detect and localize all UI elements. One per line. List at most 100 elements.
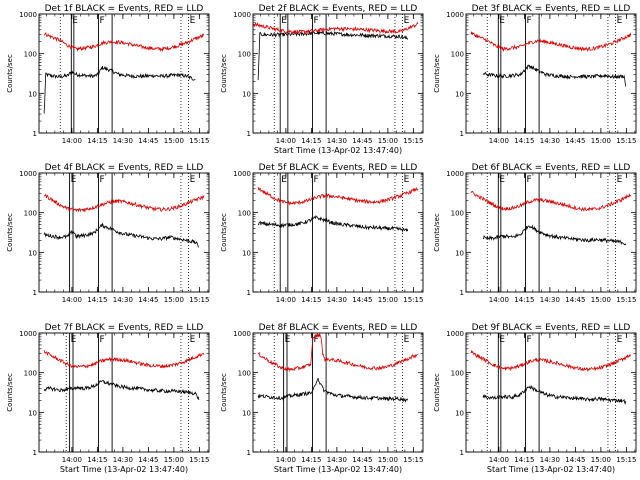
x-tick-label: 15:00: [591, 456, 611, 464]
events-series-line: [482, 64, 627, 87]
y-tick-label: 100: [451, 210, 464, 218]
interval-marker-label: F: [100, 175, 105, 185]
x-tick-label: 14:15: [87, 296, 107, 304]
interval-marker-label: F: [314, 175, 319, 185]
y-axis-label: Counts/sec: [220, 213, 228, 252]
x-tick-label: 15:00: [164, 296, 184, 304]
y-tick-label: 100: [24, 370, 37, 378]
interval-marker-label: E: [190, 335, 196, 345]
x-axis-label: Start Time (13-Apr-02 13:47:40): [274, 465, 402, 474]
events-series-line: [43, 65, 196, 114]
y-tick-label: 1000: [19, 330, 37, 338]
interval-marker-label: E: [190, 16, 196, 26]
y-tick-label: 10: [455, 409, 464, 417]
x-tick-label: 14:30: [113, 456, 133, 464]
x-tick-label: 15:15: [189, 137, 209, 145]
x-axis-label: Start Time (13-Apr-02 13:47:40): [274, 146, 402, 155]
chart-panel-1: Det 1f BLACK = Events, RED = LLD Counts/s…: [6, 4, 209, 145]
x-tick-label: 14:15: [301, 296, 321, 304]
plot-frame: [465, 172, 637, 293]
lld-series-line: [257, 186, 419, 206]
interval-marker-label: F: [314, 16, 319, 26]
chart-panel-8: Det 8f BLACK = Events, RED = LLD Counts/s…: [220, 323, 423, 474]
plot-frame: [38, 332, 210, 453]
interval-marker-label: F: [527, 335, 532, 345]
y-tick-label: 1000: [446, 11, 464, 19]
plot-frame: [465, 13, 637, 134]
x-tick-label: 15:00: [378, 296, 398, 304]
events-series-line: [482, 224, 627, 246]
x-tick-label: 14:00: [62, 296, 82, 304]
interval-marker-label: F: [527, 16, 532, 26]
x-axis-label: Start Time (13-Apr-02 13:47:40): [487, 465, 615, 474]
x-tick-label: 15:00: [378, 456, 398, 464]
x-tick-label: 14:30: [540, 137, 560, 145]
y-tick-label: 100: [451, 51, 464, 59]
y-tick-label: 100: [451, 370, 464, 378]
y-tick-label: 10: [455, 249, 464, 257]
interval-marker-label: E: [281, 175, 287, 185]
plot-frame: [465, 332, 637, 453]
chart-title: Det 9f BLACK = Events, RED = LLD: [472, 323, 631, 333]
y-tick-label: 1000: [19, 11, 37, 19]
y-tick-label: 100: [238, 210, 251, 218]
events-series-line: [482, 384, 627, 405]
lld-series-line: [470, 31, 632, 53]
events-series-line: [257, 378, 409, 403]
x-tick-label: 14:45: [565, 137, 585, 145]
x-tick-label: 15:00: [164, 137, 184, 145]
x-tick-label: 14:45: [352, 456, 372, 464]
chart-panel-4: Det 4f BLACK = Events, RED = LLD Counts/s…: [6, 163, 209, 304]
chart-title: Det 6f BLACK = Events, RED = LLD: [472, 163, 631, 173]
interval-marker-label: E: [499, 16, 505, 26]
interval-marker-label: F: [314, 335, 319, 345]
y-tick-label: 100: [238, 51, 251, 59]
x-axis-label: Start Time (13-Apr-02 13:47:40): [60, 465, 188, 474]
x-tick-label: 14:45: [565, 296, 585, 304]
y-axis-label: Counts/sec: [433, 54, 441, 93]
x-tick-label: 14:00: [489, 137, 509, 145]
x-tick-label: 15:15: [403, 296, 423, 304]
y-tick-label: 1: [460, 449, 464, 457]
chart-panel-9: Det 9f BLACK = Events, RED = LLD Counts/s…: [433, 323, 636, 474]
x-tick-label: 14:00: [276, 137, 296, 145]
x-tick-label: 15:15: [403, 456, 423, 464]
interval-marker-label: F: [100, 335, 105, 345]
x-tick-label: 15:15: [189, 296, 209, 304]
lld-series-line: [43, 350, 205, 369]
chart-title: Det 8f BLACK = Events, RED = LLD: [259, 323, 418, 333]
lld-series-line: [470, 349, 632, 373]
chart-panel-5: Det 5f BLACK = Events, RED = LLD Counts/s…: [220, 163, 423, 304]
x-tick-label: 14:45: [138, 456, 158, 464]
y-tick-label: 10: [455, 90, 464, 98]
lld-series-line: [43, 193, 205, 213]
x-tick-label: 14:45: [138, 296, 158, 304]
x-tick-label: 14:00: [62, 456, 82, 464]
x-tick-label: 14:30: [540, 296, 560, 304]
chart-panel-7: Det 7f BLACK = Events, RED = LLD Counts/s…: [6, 323, 209, 474]
x-tick-label: 14:30: [327, 456, 347, 464]
x-tick-label: 14:30: [540, 456, 560, 464]
interval-marker-label: E: [404, 335, 410, 345]
x-tick-label: 14:00: [489, 296, 509, 304]
x-tick-label: 15:00: [591, 296, 611, 304]
y-tick-label: 1000: [233, 330, 251, 338]
x-tick-label: 14:15: [514, 296, 534, 304]
interval-marker-label: E: [71, 175, 77, 185]
y-axis-label: Counts/sec: [220, 54, 228, 93]
chart-panel-3: Det 3f BLACK = Events, RED = LLD Counts/s…: [433, 4, 636, 145]
interval-marker-label: E: [617, 175, 623, 185]
y-tick-label: 1000: [233, 170, 251, 178]
x-tick-label: 14:30: [327, 137, 347, 145]
x-tick-label: 14:30: [113, 296, 133, 304]
lld-series-line: [257, 333, 419, 373]
plot-frame: [252, 172, 424, 293]
y-tick-label: 10: [242, 409, 251, 417]
chart-title: Det 7f BLACK = Events, RED = LLD: [45, 323, 204, 333]
y-tick-label: 1: [33, 130, 37, 138]
x-tick-label: 14:15: [301, 137, 321, 145]
interval-marker-label: E: [72, 16, 78, 26]
interval-marker-label: E: [404, 175, 410, 185]
x-tick-label: 14:45: [352, 296, 372, 304]
